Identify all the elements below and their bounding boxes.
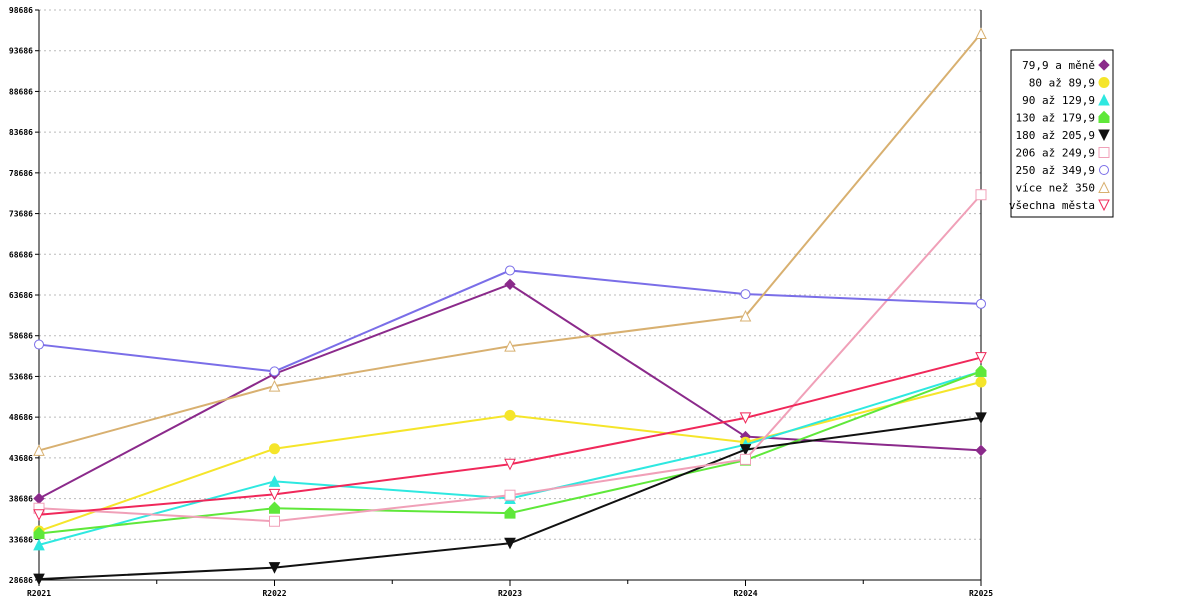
series-4 xyxy=(33,412,987,586)
data-point xyxy=(976,298,986,309)
legend-box xyxy=(1010,49,1114,218)
legend-label: 80 až 89,9 xyxy=(1029,77,1095,90)
y-tick-labels: 28686 33686 38686 43686 48686 53686 58686 63686… xyxy=(9,6,33,585)
series-6 xyxy=(34,265,986,377)
data-point xyxy=(975,412,987,424)
y-tick-label: 58686 xyxy=(9,332,33,341)
data-point xyxy=(34,339,44,350)
y-tick-label: 48686 xyxy=(9,413,33,422)
x-tick-labels: R2021 R2022 R2023 R2024 R2025 xyxy=(27,589,993,598)
data-point xyxy=(504,537,516,550)
y-tick-label: 78686 xyxy=(9,169,33,178)
y-tick-label: 53686 xyxy=(9,372,33,381)
series-3 xyxy=(33,364,987,539)
legend-label: všechna města xyxy=(1009,199,1095,212)
legend: 79,9 a měně 80 až 89,9 90 až 129,9 130 až 1… xyxy=(1009,49,1114,218)
data-point xyxy=(975,189,987,201)
data-point xyxy=(975,352,987,364)
y-tick-label: 73686 xyxy=(9,210,33,219)
y-tick-label: 43686 xyxy=(9,454,33,463)
data-point xyxy=(505,265,515,276)
y-tick-label: 83686 xyxy=(9,128,33,137)
series-7 xyxy=(33,27,987,456)
data-point xyxy=(33,538,45,551)
x-tick-label: R2023 xyxy=(498,589,522,598)
data-point xyxy=(504,458,516,471)
series-line xyxy=(38,32,982,452)
data-point xyxy=(33,573,45,586)
x-tick-label: R2022 xyxy=(262,589,286,598)
data-point xyxy=(33,444,45,456)
data-point xyxy=(269,501,280,514)
series-line xyxy=(38,194,982,523)
data-point xyxy=(33,526,45,539)
legend-marker xyxy=(1098,181,1110,193)
data-point xyxy=(975,27,987,40)
series-1 xyxy=(33,376,987,537)
series-8 xyxy=(33,352,987,521)
legend-marker xyxy=(1098,147,1110,158)
legend-label: 250 až 349,9 xyxy=(1016,164,1095,177)
legend-label: 130 až 179,9 xyxy=(1016,112,1095,125)
x-tick-label: R2024 xyxy=(733,589,757,598)
legend-marker xyxy=(1098,59,1110,71)
data-point xyxy=(739,444,752,456)
x-tick-label: R2025 xyxy=(969,589,993,598)
data-point xyxy=(739,412,752,424)
grid xyxy=(39,9,981,540)
axes xyxy=(35,9,982,586)
legend-marker xyxy=(1098,199,1110,212)
y-tick-label: 93686 xyxy=(9,47,33,56)
y-tick-label: 38686 xyxy=(9,495,33,504)
legend-label: 79,9 a měně xyxy=(1022,59,1095,72)
y-tick-label: 28686 xyxy=(9,576,33,585)
y-tick-label: 98686 xyxy=(9,6,33,15)
legend-label: 206 až 249,9 xyxy=(1016,147,1095,160)
y-tick-label: 33686 xyxy=(9,535,33,544)
series-5 xyxy=(33,189,987,527)
data-point xyxy=(269,366,280,377)
data-point xyxy=(739,309,752,322)
data-point xyxy=(504,409,516,421)
legend-label: více než 350 xyxy=(1016,182,1095,195)
data-point xyxy=(268,488,281,501)
y-tick-label: 88686 xyxy=(9,87,33,96)
legend-marker xyxy=(1098,110,1110,123)
data-point xyxy=(269,443,280,455)
x-tick-label: R2021 xyxy=(27,589,51,598)
data-point xyxy=(504,340,516,352)
y-tick-label: 63686 xyxy=(9,291,33,300)
data-point xyxy=(504,489,516,501)
data-point xyxy=(33,509,45,521)
data-point xyxy=(504,506,516,519)
legend-marker xyxy=(1098,93,1110,106)
y-tick-label: 68686 xyxy=(9,250,33,259)
data-point xyxy=(975,444,987,457)
data-point xyxy=(268,562,281,574)
legend-label: 180 až 205,9 xyxy=(1016,129,1095,142)
data-point xyxy=(975,364,987,377)
legend-marker xyxy=(1098,77,1110,88)
data-point xyxy=(740,289,751,300)
data-point xyxy=(504,278,516,291)
legend-label: 90 až 129,9 xyxy=(1022,94,1095,107)
series-group xyxy=(33,27,987,586)
data-point xyxy=(33,492,45,505)
legend-marker xyxy=(1099,165,1109,175)
data-point xyxy=(268,475,281,487)
data-point xyxy=(975,376,987,388)
data-point xyxy=(268,379,281,392)
legend-marker xyxy=(1098,129,1110,142)
data-point xyxy=(740,453,751,465)
data-point xyxy=(269,515,280,527)
